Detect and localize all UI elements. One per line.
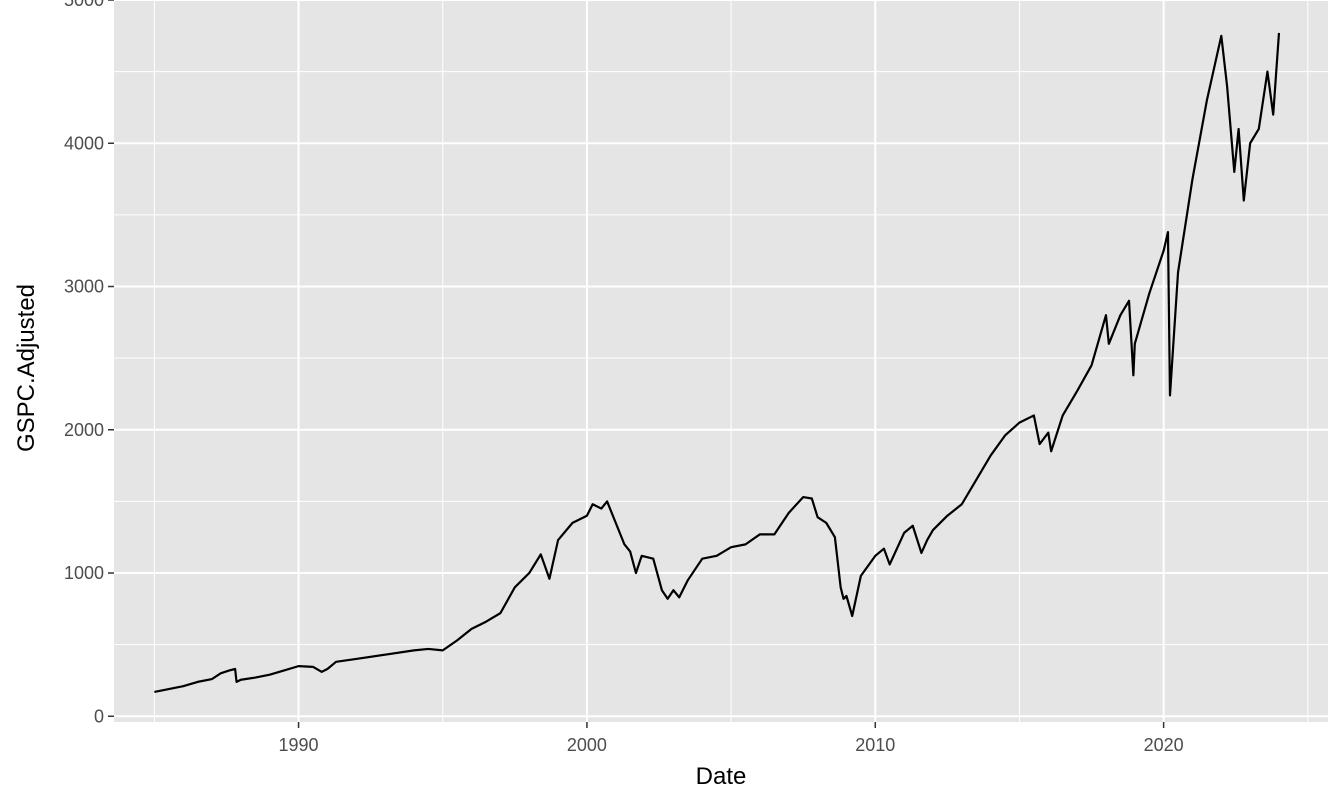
y-tick-label: 2000: [64, 420, 104, 440]
x-tick-label: 2010: [855, 735, 895, 755]
y-tick-label: 3000: [64, 277, 104, 297]
y-tick-label: 1000: [64, 563, 104, 583]
y-tick-label: 0: [94, 706, 104, 726]
x-axis-title: Date: [696, 763, 747, 790]
y-tick-label: 5000: [64, 0, 104, 10]
y-axis-title: GSPC.Adjusted: [13, 284, 40, 452]
plot-panel: [114, 0, 1328, 722]
y-axis: 0 1000 2000 3000 4000 5000: [64, 0, 114, 726]
minor-gridlines: [114, 0, 1328, 722]
x-tick-label: 2000: [567, 735, 607, 755]
series-line: [154, 32, 1281, 693]
x-axis: 1990 2000 2010 2020: [279, 722, 1184, 755]
x-tick-label: 1990: [279, 735, 319, 755]
x-tick-label: 2020: [1144, 735, 1184, 755]
major-gridlines: [114, 0, 1328, 722]
y-tick-label: 4000: [64, 133, 104, 153]
